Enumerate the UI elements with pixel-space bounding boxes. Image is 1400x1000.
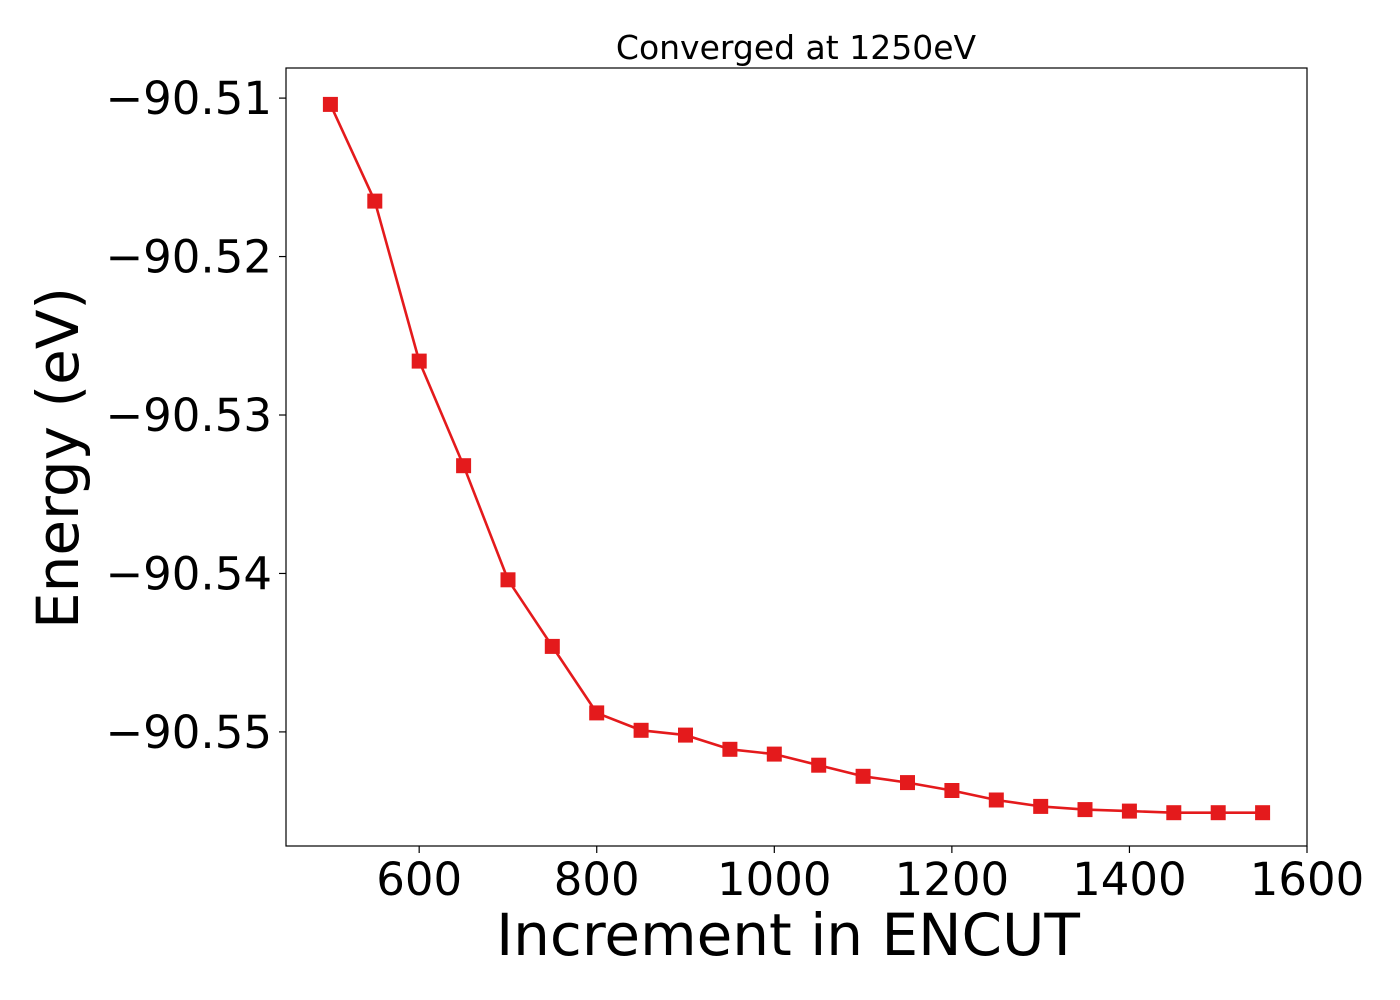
- y-tick-label: −90.53: [105, 389, 272, 442]
- series-line: [329, 103, 1263, 815]
- data-point-marker: [411, 353, 427, 369]
- data-point-marker: [1033, 798, 1049, 814]
- data-point-marker: [855, 768, 871, 784]
- data-point-marker: [944, 783, 960, 798]
- data-point-marker: [322, 96, 338, 112]
- x-tick-label: 1400: [1072, 853, 1187, 906]
- data-point-marker: [544, 638, 560, 654]
- data-point-marker: [367, 193, 383, 209]
- chart-title: Converged at 1250eV: [616, 28, 977, 67]
- data-point-marker: [988, 792, 1004, 808]
- data-point-marker: [500, 572, 516, 588]
- x-tick-label: 1600: [1250, 853, 1365, 906]
- y-axis-ticks: −90.51 −90.52 −90.53 −90.54 −90.55: [105, 72, 286, 759]
- data-point-marker: [1077, 802, 1093, 818]
- data-point-marker: [900, 775, 915, 791]
- x-axis-ticks: 600 800 1000 1200 1400 1600: [376, 846, 1364, 906]
- data-point-marker: [722, 741, 738, 757]
- data-point-marker: [633, 722, 649, 738]
- series-layer: [322, 96, 1271, 821]
- data-point-marker: [456, 458, 472, 474]
- y-axis-label: Energy (eV): [24, 287, 92, 629]
- data-point-marker: [589, 705, 605, 721]
- data-point-marker: [766, 746, 782, 762]
- y-tick-label: −90.55: [105, 706, 272, 759]
- x-axis-label: Increment in ENCUT: [496, 901, 1080, 969]
- data-point-marker: [811, 757, 827, 773]
- data-point-marker: [678, 727, 693, 743]
- data-point-marker: [1210, 805, 1226, 821]
- x-tick-label: 1000: [717, 853, 832, 906]
- y-tick-label: −90.52: [105, 231, 272, 284]
- plot-frame: [285, 67, 1308, 847]
- data-point-marker: [1166, 805, 1182, 821]
- y-tick-label: −90.54: [105, 547, 272, 600]
- x-tick-label: 800: [554, 853, 640, 906]
- y-tick-label: −90.51: [105, 72, 272, 125]
- data-point-marker: [1255, 805, 1271, 821]
- data-point-marker: [1121, 803, 1137, 819]
- x-tick-label: 600: [376, 853, 462, 906]
- x-tick-label: 1200: [895, 853, 1010, 906]
